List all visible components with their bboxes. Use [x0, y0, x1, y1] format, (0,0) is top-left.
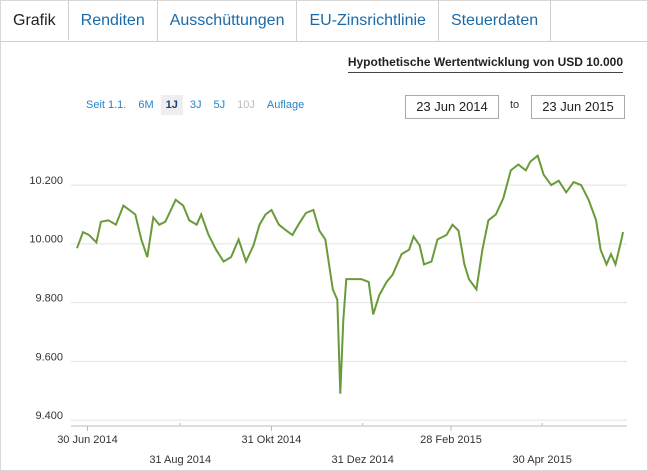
x-tick-label: 30 Jun 2014: [57, 434, 118, 446]
tab[interactable]: Ausschüttungen: [158, 1, 298, 41]
x-tick-label: 31 Dez 2014: [332, 454, 394, 466]
range-button[interactable]: 3J: [189, 99, 202, 111]
y-tick-label: 9.600: [35, 351, 63, 363]
tab[interactable]: Grafik: [1, 1, 69, 41]
y-tick-label: 10.000: [29, 234, 63, 246]
range-button[interactable]: 10J: [237, 99, 255, 111]
range-button[interactable]: Auflage: [266, 99, 305, 111]
y-tick-label: 9.800: [35, 293, 63, 305]
range-button[interactable]: 6M: [138, 99, 154, 111]
date-separator: to: [510, 99, 520, 111]
price-line: [76, 154, 624, 394]
y-tick-label: 9.400: [35, 410, 63, 422]
x-tick-label: 31 Aug 2014: [149, 454, 211, 466]
x-tick-label: 28 Feb 2015: [420, 434, 482, 446]
tab[interactable]: EU-Zinsrichtlinie: [297, 1, 439, 41]
tab[interactable]: Steuerdaten: [439, 1, 552, 41]
date-from-input[interactable]: 23 Jun 2014: [405, 95, 499, 119]
chart-heading: Hypothetische Wertentwicklung von USD 10…: [347, 55, 623, 73]
date-to-input[interactable]: 23 Jun 2015: [531, 95, 625, 119]
tab-bar: Grafik Renditen Ausschüttungen EU-Zinsricht…: [1, 1, 647, 42]
range-button[interactable]: Seit 1.1.: [86, 99, 127, 111]
y-tick-label: 10.200: [29, 175, 63, 187]
range-selector: Seit 1.1. 6M 1J 3J 5J 10J Auflage: [81, 95, 311, 115]
range-button[interactable]: 5J: [213, 99, 226, 111]
x-tick-label: 30 Apr 2015: [513, 454, 572, 466]
range-button[interactable]: 1J: [160, 95, 183, 115]
tab[interactable]: Renditen: [69, 1, 158, 41]
x-tick-label: 31 Okt 2014: [241, 434, 301, 446]
